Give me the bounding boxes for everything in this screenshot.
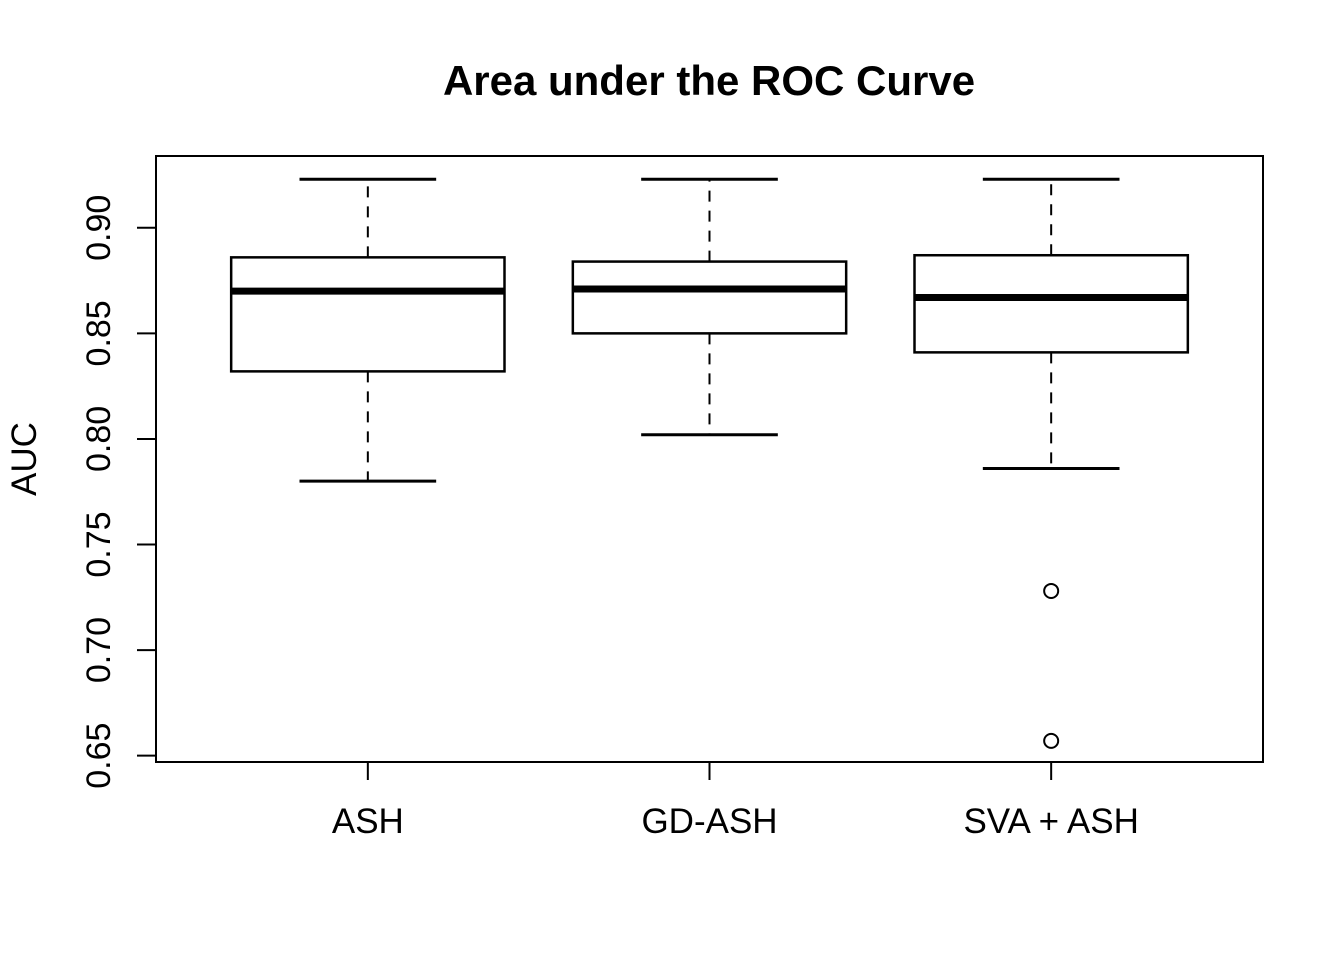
y-axis: 0.90 0.85 0.80 0.75 0.70 0.65	[80, 195, 156, 789]
y-tick-label: 0.80	[80, 406, 118, 472]
box-group	[229, 177, 506, 483]
box-group	[913, 177, 1190, 749]
iqr-box	[229, 256, 506, 373]
y-tick-label: 0.90	[80, 195, 118, 261]
box-group	[571, 177, 848, 437]
y-tick-label: 0.85	[80, 300, 118, 366]
y-tick-label: 0.70	[80, 617, 118, 683]
y-tick-label: 0.65	[80, 723, 118, 789]
box-series	[229, 177, 1190, 749]
outlier-point	[1043, 732, 1060, 749]
outlier-point	[1043, 582, 1060, 599]
y-tick-label: 0.75	[80, 511, 118, 577]
y-axis-title: AUC	[5, 422, 44, 496]
plot-frame	[155, 155, 1264, 763]
x-tick-label: GD-ASH	[641, 802, 777, 841]
x-tick-label: SVA + ASH	[963, 802, 1138, 841]
iqr-box	[913, 253, 1190, 354]
iqr-box	[571, 260, 848, 335]
chart-title: Area under the ROC Curve	[443, 57, 975, 104]
x-axis: ASH GD-ASH SVA + ASH	[332, 762, 1139, 841]
x-tick-label: ASH	[332, 802, 404, 841]
